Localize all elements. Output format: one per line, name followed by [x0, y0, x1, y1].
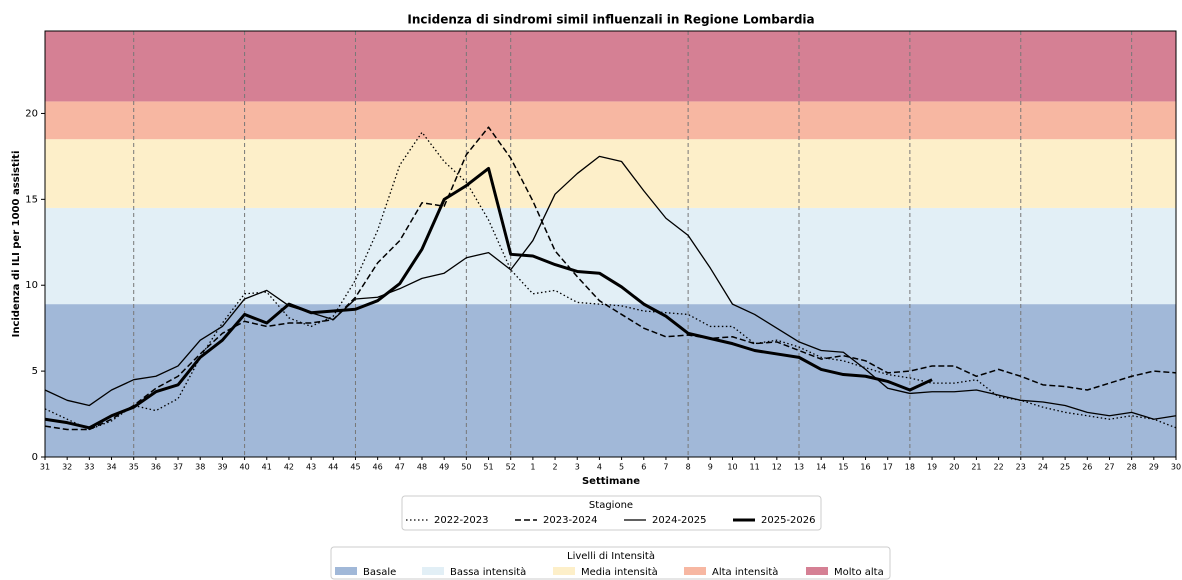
x-tick-label: 24 — [1038, 463, 1048, 472]
legend-label: Alta intensità — [712, 566, 778, 578]
x-tick-label: 14 — [816, 463, 826, 472]
x-tick-label: 12 — [772, 463, 782, 472]
intensity-band — [45, 31, 1176, 102]
x-tick-label: 42 — [284, 463, 294, 472]
y-tick-label: 20 — [25, 108, 38, 119]
x-tick-label: 32 — [62, 463, 72, 472]
x-tick-label: 19 — [927, 463, 937, 472]
x-tick-label: 38 — [195, 463, 205, 472]
chart-title: Incidenza di sindromi simil influenzali … — [407, 13, 814, 27]
x-tick-label: 51 — [483, 463, 493, 472]
legend-label: Basale — [363, 567, 396, 578]
legend-swatch — [684, 567, 706, 575]
x-tick-label: 10 — [727, 463, 737, 472]
y-tick-label: 10 — [25, 280, 38, 291]
legend-swatch — [422, 567, 444, 575]
legend-label: 2024-2025 — [652, 515, 707, 526]
x-tick-label: 26 — [1082, 463, 1092, 472]
x-tick-label: 27 — [1104, 463, 1114, 472]
x-tick-label: 50 — [461, 463, 471, 472]
x-tick-label: 6 — [641, 463, 646, 472]
x-tick-label: 21 — [971, 463, 981, 472]
x-tick-label: 23 — [1016, 463, 1026, 472]
x-tick-label: 45 — [350, 463, 360, 472]
x-tick-label: 18 — [905, 463, 915, 472]
legend-swatch — [806, 567, 828, 575]
x-tick-label: 31 — [40, 463, 50, 472]
legend-box — [401, 495, 822, 531]
x-tick-label: 4 — [597, 463, 602, 472]
legend-swatch — [553, 567, 575, 575]
x-tick-label: 1 — [530, 463, 535, 472]
x-tick-label: 11 — [750, 463, 760, 472]
x-tick-label: 3 — [575, 463, 580, 472]
x-tick-label: 16 — [860, 463, 870, 472]
x-tick-label: 35 — [129, 463, 139, 472]
x-tick-label: 43 — [306, 463, 316, 472]
y-tick-label: 0 — [32, 452, 38, 463]
legend-box — [330, 546, 891, 580]
x-tick-label: 44 — [328, 463, 338, 472]
legend-label: 2025-2026 — [761, 515, 816, 526]
x-tick-label: 33 — [84, 463, 94, 472]
x-tick-label: 36 — [151, 463, 161, 472]
y-axis-label: Incidenza di ILI per 1000 assistiti — [11, 151, 22, 338]
x-tick-label: 2 — [553, 463, 558, 472]
x-tick-label: 9 — [708, 463, 713, 472]
x-tick-label: 7 — [663, 463, 668, 472]
x-tick-label: 40 — [239, 463, 249, 472]
series-line — [44, 155, 1177, 420]
x-axis-label: Settimane — [582, 476, 640, 487]
x-tick-label: 29 — [1149, 463, 1159, 472]
intensity-band — [45, 207, 1176, 305]
x-tick-label: 48 — [417, 463, 427, 472]
x-tick-label: 52 — [506, 463, 516, 472]
intensity-band — [45, 139, 1176, 208]
legend-label: 2023-2024 — [543, 515, 598, 526]
legend-label: 2022-2023 — [434, 515, 489, 526]
x-tick-label: 17 — [883, 463, 893, 472]
x-tick-label: 22 — [993, 463, 1003, 472]
x-tick-label: 30 — [1171, 463, 1181, 472]
x-tick-label: 46 — [373, 463, 383, 472]
legend-swatch — [335, 567, 357, 575]
series-line — [44, 166, 933, 430]
legend-title: Stagione — [589, 500, 633, 511]
x-tick-label: 13 — [794, 463, 804, 472]
x-tick-label: 37 — [173, 463, 183, 472]
x-tick-label: 41 — [262, 463, 272, 472]
y-tick-label: 5 — [32, 366, 38, 377]
x-tick-label: 8 — [686, 463, 691, 472]
x-tick-label: 15 — [838, 463, 848, 472]
legend-title: Livelli di Intensità — [567, 550, 655, 562]
x-tick-label: 20 — [949, 463, 959, 472]
x-tick-label: 39 — [217, 463, 227, 472]
plot-frame — [44, 30, 1177, 458]
x-tick-label: 5 — [619, 463, 624, 472]
intensity-band — [45, 101, 1176, 140]
x-tick-label: 49 — [439, 463, 449, 472]
y-tick-label: 15 — [25, 194, 38, 205]
legend-label: Molto alta — [834, 567, 884, 578]
series-line — [44, 131, 1177, 431]
intensity-band — [45, 304, 1176, 457]
x-tick-label: 28 — [1127, 463, 1137, 472]
x-tick-label: 47 — [395, 463, 405, 472]
legend-label: Bassa intensità — [450, 566, 526, 578]
x-tick-label: 34 — [106, 463, 116, 472]
legend-label: Media intensità — [581, 566, 658, 578]
x-tick-label: 25 — [1060, 463, 1070, 472]
